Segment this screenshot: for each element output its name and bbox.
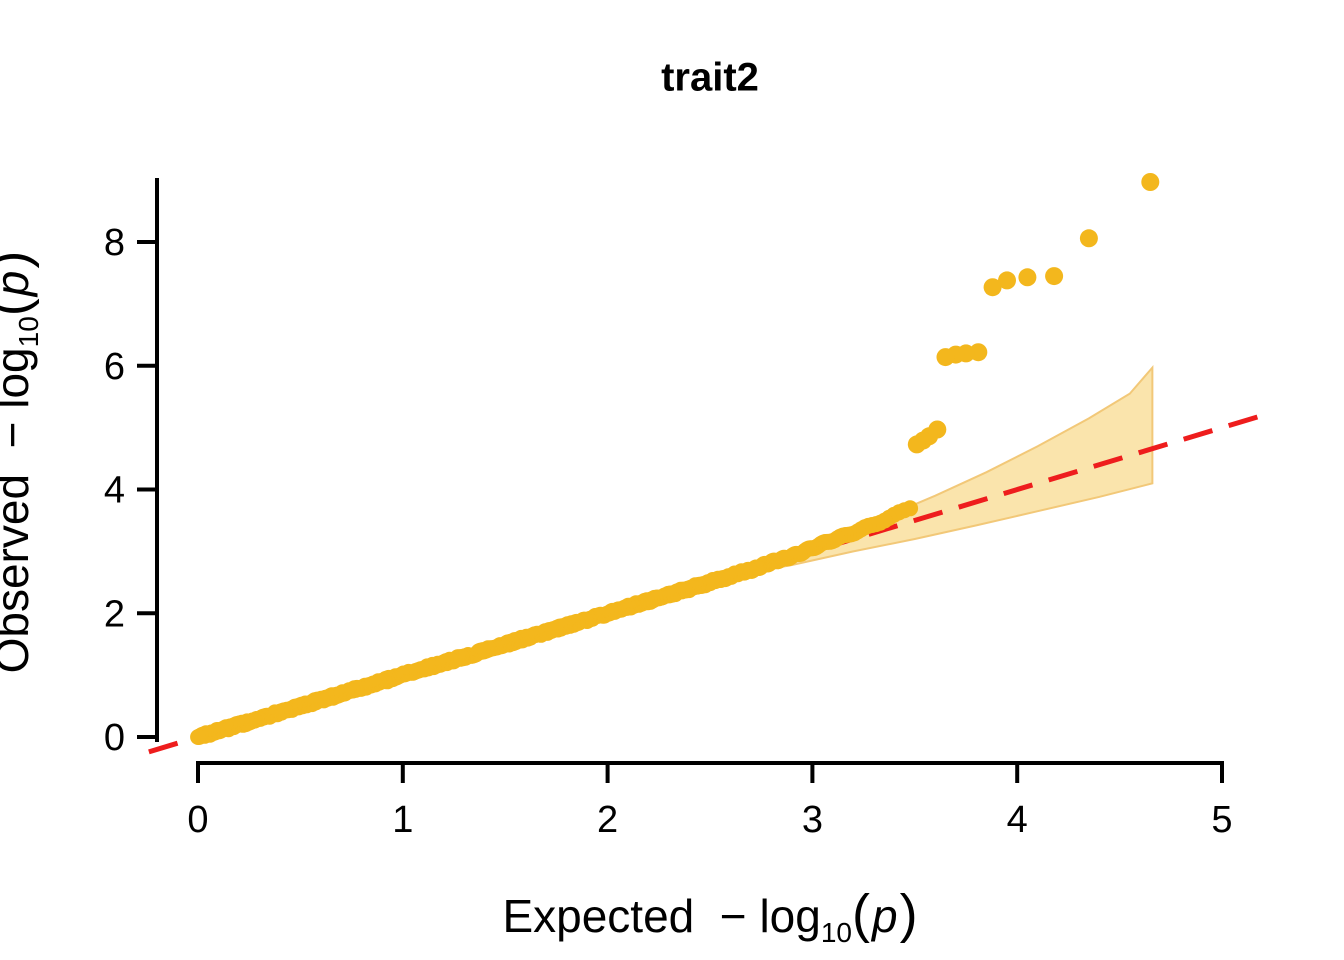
qq-outlier-point: [983, 278, 1002, 297]
qq-points-trail: [190, 500, 919, 745]
y-tick-label: 2: [104, 593, 125, 635]
qq-points-outliers: [907, 173, 1160, 454]
chart-title: trait2: [661, 55, 759, 100]
x-tick-label: 1: [392, 799, 413, 841]
x-tick-label: 3: [802, 799, 823, 841]
tick-labels: 0 2 4 6 8 0 1 2 3 4 5: [104, 222, 1233, 841]
x-tick-label: 4: [1007, 799, 1028, 841]
qq-outlier-point: [998, 271, 1016, 290]
qq-outlier-point: [1045, 267, 1064, 286]
y-tick-label: 8: [104, 222, 125, 264]
x-tick-label: 0: [187, 799, 208, 841]
qq-outlier-point: [1141, 173, 1160, 191]
y-axis-label-subscript: 10: [13, 316, 45, 348]
x-axis-label-text: Expected − log: [502, 889, 821, 942]
x-tick-label: 2: [597, 799, 618, 841]
qq-outlier-point: [1018, 268, 1037, 287]
axes: [137, 178, 1224, 783]
x-tick-label: 5: [1211, 799, 1232, 841]
y-tick-label: 0: [104, 717, 125, 759]
y-tick-label: 4: [104, 470, 125, 512]
x-axis-label-paren-open: (: [851, 883, 870, 944]
x-axis-label: Expected − log10(p): [502, 883, 917, 949]
y-axis-label-paren-open: (: [0, 298, 40, 316]
qq-outlier-point: [936, 348, 955, 367]
qq-outlier-point: [1079, 229, 1098, 248]
y-tick-label: 6: [104, 346, 125, 388]
confidence-band-area: [730, 364, 1154, 578]
x-axis-label-variable: p: [871, 889, 898, 942]
y-axis-label: Observed − log10(p): [0, 251, 45, 674]
qq-outlier-point: [907, 435, 926, 454]
x-axis-label-paren-close: ): [899, 883, 918, 944]
y-axis-label-paren-close: ): [0, 251, 40, 269]
x-axis-label-subscript: 10: [820, 917, 852, 949]
y-axis-label-text: Observed − log: [0, 347, 38, 674]
confidence-band: [730, 364, 1154, 578]
y-axis-label-variable: p: [0, 269, 38, 299]
